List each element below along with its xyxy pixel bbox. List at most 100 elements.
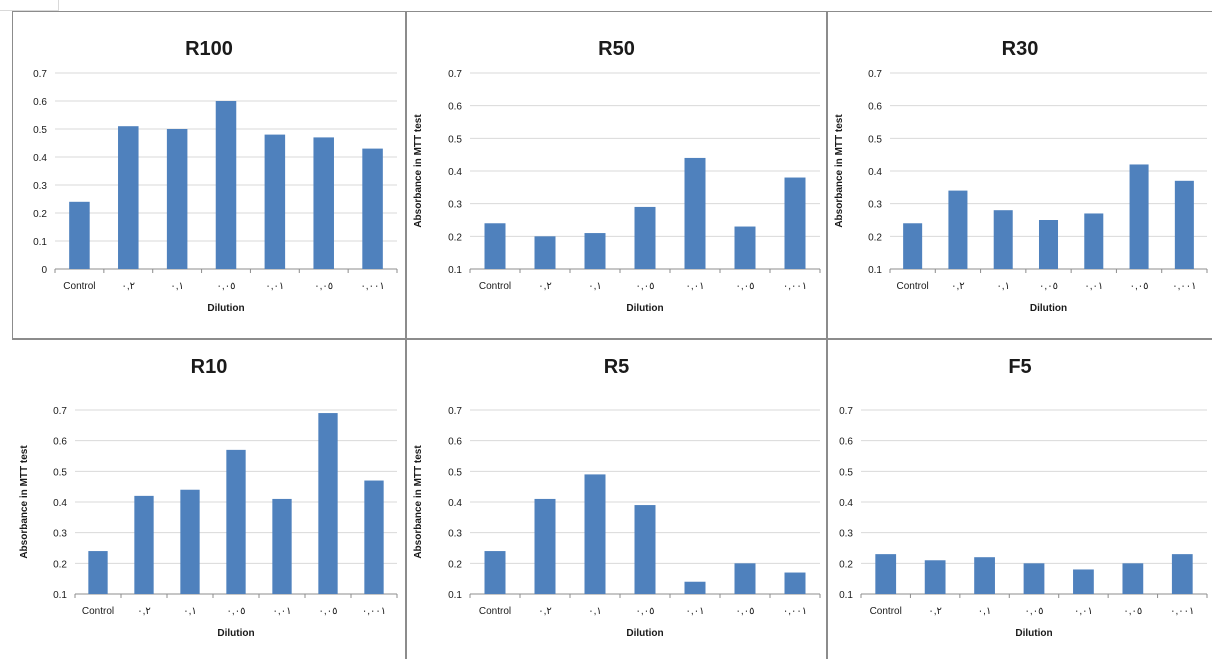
y-tick-label: 0.5	[33, 125, 47, 136]
x-tick-label: ٠,٠٥	[227, 606, 246, 617]
y-tick-label: 0.7	[448, 406, 462, 417]
chart-title: R50	[598, 38, 635, 60]
bar	[993, 210, 1013, 269]
x-tick-label: Control	[63, 281, 95, 292]
x-tick-label: ٠,٠٥	[736, 281, 755, 292]
y-tick-label: 0.1	[448, 590, 462, 601]
chart-title: R10	[190, 356, 228, 378]
bar	[88, 551, 108, 594]
x-tick-label: ٠,٠٠١	[360, 281, 384, 292]
y-tick-label: 0.5	[448, 467, 462, 478]
chart-title: R5	[603, 356, 630, 378]
x-tick-label: ٠,٠١	[273, 606, 292, 617]
bar	[584, 233, 606, 269]
bar	[318, 413, 338, 594]
y-axis-title: Absorbance in MTT test	[413, 445, 424, 559]
bar	[534, 236, 556, 269]
y-tick-label: 0.6	[33, 97, 47, 108]
chart-svg: 0.1 0.2 0.3 0.4 0.5 0.6 0.7 Control ٠,٢ ٠,١ ٠,٠٥ ٠,…	[834, 69, 1208, 314]
panel-divider-right	[826, 12, 828, 659]
x-tick-label: ٠,٠٠١	[1170, 606, 1194, 617]
chart-svg: 0 0.1 0.2 0.3 0.4 0.5 0.6 0.7 Control ٠,٢ ٠,١ ٠,٠٥ ٠…	[33, 69, 398, 314]
bar	[1023, 563, 1045, 594]
bar	[584, 474, 606, 594]
page-left-margin	[0, 0, 12, 659]
y-tick-label: 0	[41, 265, 47, 276]
y-tick-label: 0.2	[33, 209, 47, 220]
x-tick-label: ٠,٠٠١	[362, 606, 386, 617]
x-tick-label: ٠,٠٥	[217, 281, 236, 292]
x-tick-label: ٠,٢	[538, 281, 552, 292]
bar	[264, 134, 286, 269]
spreadsheet-corner-cell	[0, 0, 59, 11]
chart-svg: 0.1 0.2 0.3 0.4 0.5 0.6 0.7 Control ٠,٢ ٠,١ ٠,٠٥ ٠,…	[413, 69, 821, 314]
bar	[215, 101, 237, 269]
x-axis-title: Dilution	[626, 303, 663, 314]
y-tick-label: 0.1	[839, 590, 853, 601]
y-tick-label: 0.7	[448, 69, 462, 80]
y-tick-label: 0.7	[33, 69, 47, 80]
y-tick-label: 0.6	[448, 437, 462, 448]
x-tick-label: ٠,١	[588, 606, 602, 617]
x-tick-label: ٠,٠٥	[314, 281, 333, 292]
y-tick-label: 0.7	[868, 69, 882, 80]
chart-panel-6: 0.1 0.2 0.3 0.4 0.5 0.6 0.7 Control ٠,٢ ٠,١ ٠,٠٥ ٠,…	[828, 340, 1212, 659]
x-tick-label: ٠,٠٥	[636, 606, 655, 617]
bar	[484, 223, 506, 269]
bar	[180, 489, 200, 594]
x-tick-label: ٠,٠٠١	[783, 281, 807, 292]
y-tick-label: 0.4	[53, 498, 67, 509]
x-tick-label: ٠,١	[978, 606, 992, 617]
x-tick-label: ٠,٢	[137, 606, 151, 617]
y-tick-label: 0.5	[868, 134, 882, 145]
y-tick-label: 0.1	[868, 265, 882, 276]
x-axis-title: Dilution	[1015, 628, 1052, 639]
x-tick-label: ٠,٠٥	[1039, 281, 1058, 292]
x-tick-label: ٠,٠١	[686, 281, 705, 292]
y-tick-label: 0.4	[33, 153, 47, 164]
bar	[684, 157, 706, 269]
bar	[948, 190, 968, 269]
x-tick-label: ٠,٠١	[265, 281, 284, 292]
bar	[1084, 213, 1104, 269]
y-tick-label: 0.6	[53, 437, 67, 448]
bar	[313, 137, 334, 269]
bar	[1122, 563, 1144, 594]
y-tick-label: 0.2	[53, 559, 67, 570]
panel-divider-left	[12, 12, 13, 338]
bar	[364, 480, 384, 594]
bar	[1174, 180, 1194, 269]
bar	[734, 563, 756, 594]
x-tick-label: ٠,٠٠١	[1172, 281, 1196, 292]
y-axis-title: Absorbance in MTT test	[413, 114, 424, 228]
bar	[784, 177, 806, 269]
x-tick-label: ٠,٠١	[1074, 606, 1093, 617]
bar	[1129, 164, 1149, 269]
x-tick-label: ٠,١	[170, 281, 184, 292]
y-tick-label: 0.4	[868, 167, 882, 178]
bar	[166, 129, 188, 269]
bar	[684, 581, 706, 594]
chart-panel-3: 0.1 0.2 0.3 0.4 0.5 0.6 0.7 Control ٠,٢ ٠,١ ٠,٠٥ ٠,…	[828, 12, 1212, 338]
y-tick-label: 0.6	[839, 437, 853, 448]
y-tick-label: 0.3	[839, 529, 853, 540]
bar	[974, 557, 995, 594]
x-tick-label: ٠,٠٥	[1025, 606, 1044, 617]
chart-svg: 0.1 0.2 0.3 0.4 0.5 0.6 0.7 Control ٠,٢ ٠,١ ٠,٠٥ ٠,…	[413, 406, 821, 639]
y-tick-label: 0.5	[53, 467, 67, 478]
chart-panel-4: 0.1 0.2 0.3 0.4 0.5 0.6 0.7 Control ٠,٢ ٠,١ ٠,٠٥ ٠,…	[13, 340, 405, 659]
bar	[69, 201, 90, 269]
chart-panel-1: 0 0.1 0.2 0.3 0.4 0.5 0.6 0.7 Control ٠,٢ ٠,١ ٠,٠٥ ٠…	[13, 12, 405, 338]
x-tick-label: ٠,٢	[538, 606, 552, 617]
y-tick-label: 0.3	[33, 181, 47, 192]
x-tick-label: ٠,٠٥	[736, 606, 755, 617]
bar	[134, 495, 154, 594]
y-tick-label: 0.4	[839, 498, 853, 509]
x-axis-title: Dilution	[626, 628, 663, 639]
x-tick-label: ٠,٠٥	[319, 606, 338, 617]
bar	[1073, 569, 1094, 594]
y-tick-label: 0.2	[448, 232, 462, 243]
x-axis-title: Dilution	[1030, 303, 1067, 314]
bar	[484, 551, 506, 594]
y-tick-label: 0.1	[448, 265, 462, 276]
